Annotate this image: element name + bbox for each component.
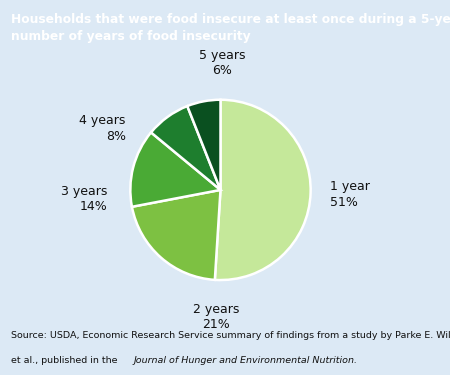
Text: 5 years
6%: 5 years 6%	[199, 49, 246, 77]
Wedge shape	[215, 100, 310, 280]
Text: 1 year
51%: 1 year 51%	[330, 180, 370, 209]
Text: Journal of Hunger and Environmental Nutrition.: Journal of Hunger and Environmental Nutr…	[133, 356, 357, 365]
Text: 3 years
14%: 3 years 14%	[61, 184, 108, 213]
Wedge shape	[132, 190, 220, 280]
Text: Source: USDA, Economic Research Service summary of findings from a study by Park: Source: USDA, Economic Research Service …	[11, 332, 450, 340]
Text: et al., published in the: et al., published in the	[11, 356, 121, 365]
Wedge shape	[130, 132, 220, 207]
Text: 4 years
8%: 4 years 8%	[80, 114, 126, 143]
Text: Households that were food insecure at least once during a 5-year period,
number : Households that were food insecure at le…	[11, 13, 450, 43]
Text: 2 years
21%: 2 years 21%	[193, 303, 239, 331]
Wedge shape	[151, 106, 220, 190]
Wedge shape	[187, 100, 220, 190]
